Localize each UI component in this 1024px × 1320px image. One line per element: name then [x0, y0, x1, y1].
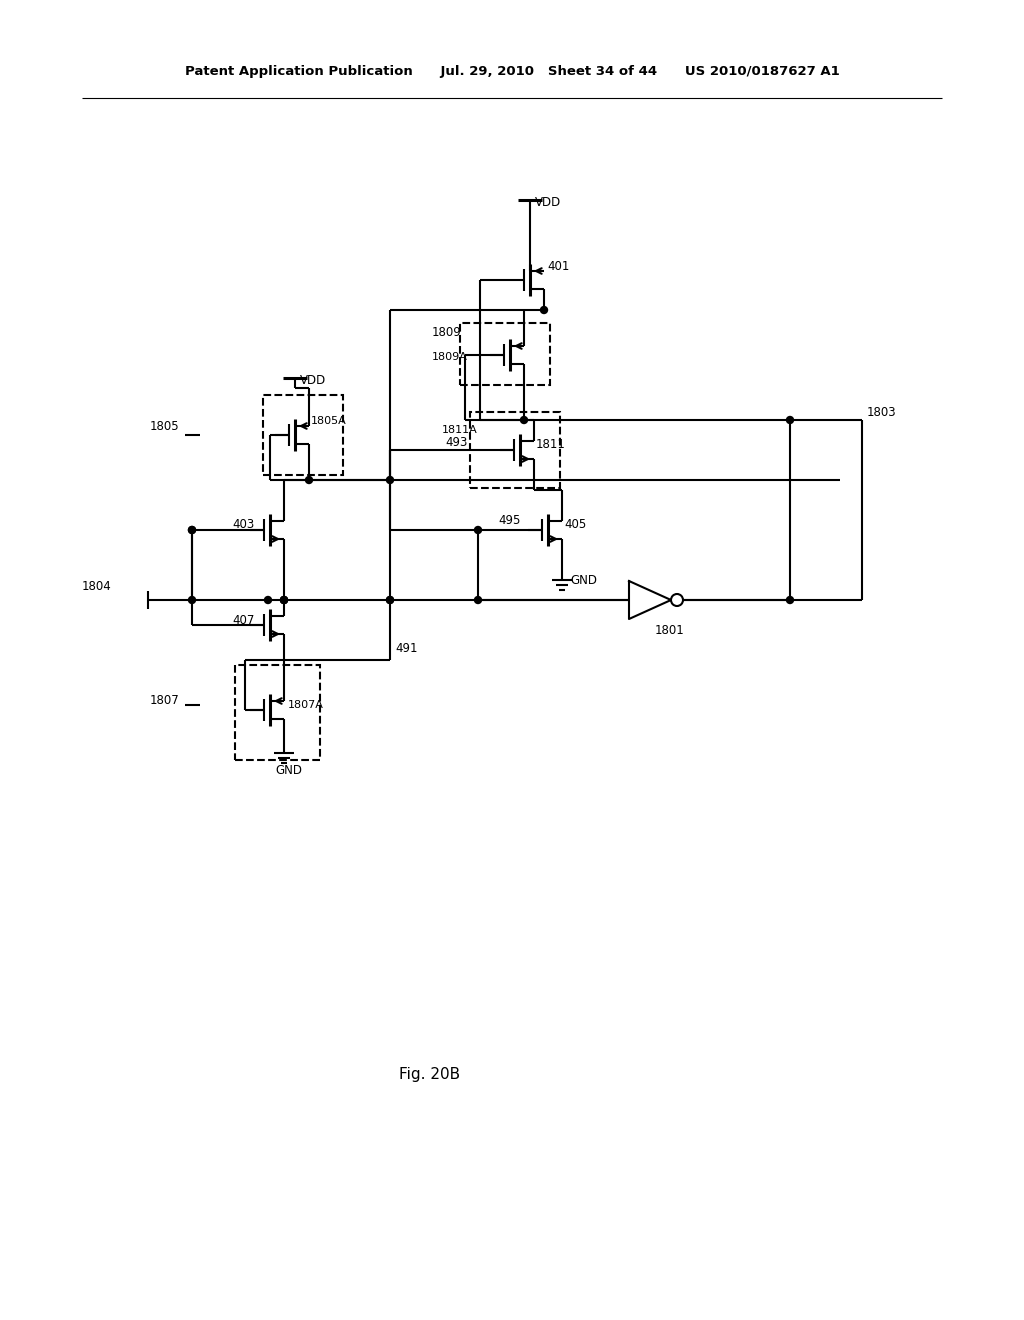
Circle shape: [671, 594, 683, 606]
Text: 1804: 1804: [82, 579, 112, 593]
Polygon shape: [629, 581, 671, 619]
Circle shape: [281, 597, 288, 603]
Circle shape: [188, 527, 196, 533]
Text: 1811A: 1811A: [442, 425, 478, 436]
Circle shape: [386, 477, 393, 483]
Circle shape: [474, 527, 481, 533]
Text: 1807A: 1807A: [288, 700, 324, 710]
Text: 407: 407: [232, 614, 254, 627]
Text: GND: GND: [570, 573, 597, 586]
Circle shape: [188, 597, 196, 603]
Circle shape: [474, 597, 481, 603]
Text: 1811: 1811: [536, 438, 566, 451]
Text: 1805A: 1805A: [311, 416, 347, 426]
Circle shape: [264, 597, 271, 603]
Text: 493: 493: [445, 436, 467, 449]
Circle shape: [786, 417, 794, 424]
Text: VDD: VDD: [300, 374, 327, 387]
Text: GND: GND: [275, 763, 302, 776]
Circle shape: [541, 306, 548, 314]
Circle shape: [520, 417, 527, 424]
Text: 495: 495: [498, 513, 520, 527]
Text: 405: 405: [564, 519, 587, 532]
Text: 1809: 1809: [432, 326, 462, 339]
Bar: [460, 323, 550, 385]
Circle shape: [386, 597, 393, 603]
Text: Patent Application Publication      Jul. 29, 2010   Sheet 34 of 44      US 2010/: Patent Application Publication Jul. 29, …: [184, 66, 840, 78]
Text: 1809A: 1809A: [432, 352, 468, 362]
Text: 401: 401: [547, 260, 569, 272]
Text: 1803: 1803: [867, 405, 897, 418]
Circle shape: [786, 597, 794, 603]
Text: VDD: VDD: [535, 195, 561, 209]
Circle shape: [386, 597, 393, 603]
Text: 1801: 1801: [655, 623, 685, 636]
Bar: [263, 395, 343, 475]
Circle shape: [188, 527, 196, 533]
Text: 1805: 1805: [150, 421, 179, 433]
Text: 491: 491: [395, 642, 418, 655]
Text: 1807: 1807: [150, 693, 180, 706]
Bar: [470, 412, 560, 488]
Circle shape: [281, 597, 288, 603]
Circle shape: [281, 597, 288, 603]
Text: Fig. 20B: Fig. 20B: [399, 1068, 461, 1082]
Text: 403: 403: [232, 519, 254, 532]
Circle shape: [305, 477, 312, 483]
Bar: [234, 665, 319, 760]
